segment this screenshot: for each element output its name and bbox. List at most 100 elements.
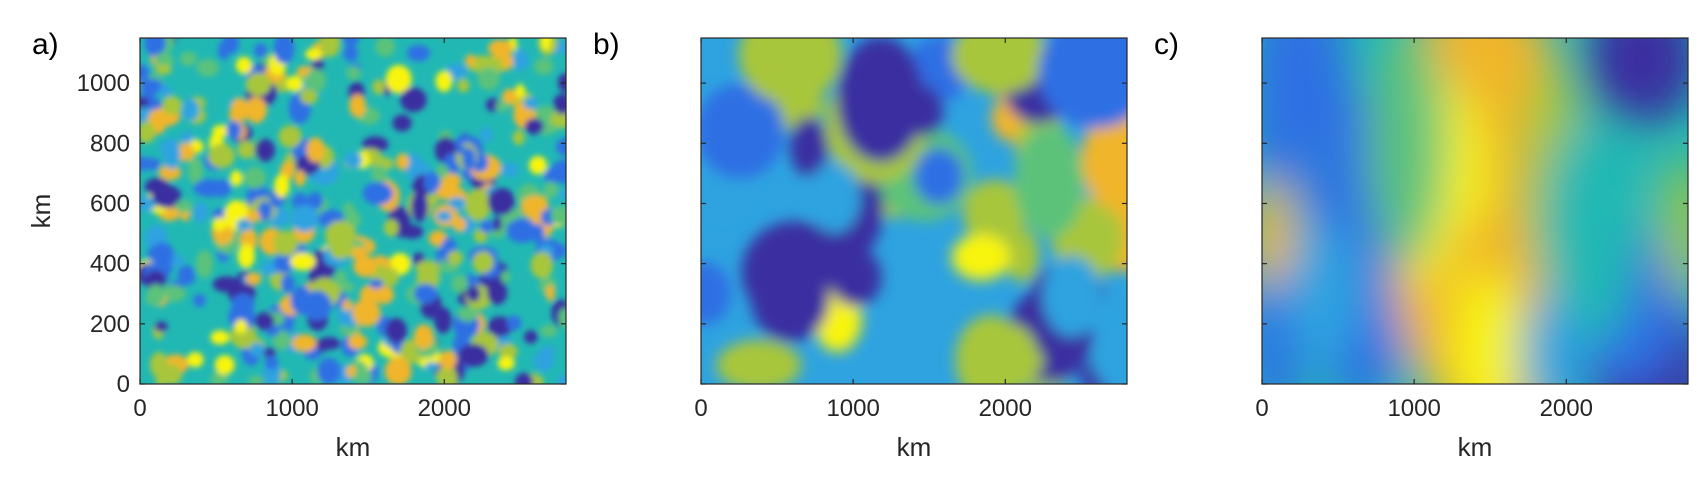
x-tick-label: 0 [694,395,707,422]
heatmap-field [701,38,1127,384]
field-feature [140,78,163,94]
field-feature [500,162,519,177]
field-feature [264,355,278,370]
field-feature [414,283,438,304]
field-feature [214,355,235,375]
field-feature [302,290,332,321]
field-feature [272,330,291,351]
field-feature [1004,229,1040,283]
field-feature [226,120,242,140]
field-feature [520,195,549,220]
field-feature [457,78,470,93]
field-feature [245,72,271,97]
field-feature [456,306,479,322]
field-feature [150,242,174,267]
panel-1: 0 1000 2000 0 200 400 600 800 1000 km km a) [26,28,567,462]
field-feature [477,67,500,91]
field-feature [808,162,861,233]
field-feature [352,299,381,327]
field-feature [336,281,355,293]
field-feature [963,179,1026,247]
field-feature [479,220,494,234]
field-feature [347,333,368,350]
field-feature [425,362,439,371]
field-feature [472,251,494,274]
field-feature [257,201,273,221]
field-feature [223,38,239,55]
field-feature [1038,38,1127,129]
field-feature [248,375,265,384]
field-feature [305,68,326,93]
x-tick-label: 0 [1255,395,1268,422]
field-feature [254,138,275,162]
field-feature [372,79,386,95]
field-feature [334,270,347,283]
field-feature [237,244,255,269]
field-feature [465,188,491,221]
field-feature [346,66,361,80]
field-feature [154,64,172,75]
field-feature [550,159,566,184]
field-feature [829,247,882,307]
field-feature [443,374,458,384]
field-feature [154,321,168,332]
field-feature [514,372,534,384]
field-feature [906,86,944,137]
field-feature [524,118,544,135]
field-feature [371,164,388,184]
field-feature [144,177,170,196]
field-feature [158,164,182,181]
field-feature [436,210,452,222]
x-tick-label: 1000 [265,395,318,422]
field-feature [146,284,166,307]
field-feature [399,224,424,239]
heatmap-blobs [701,38,1127,384]
panel-label: a) [32,28,59,61]
field-feature [716,339,802,384]
field-feature [448,197,466,210]
field-feature [210,330,230,345]
field-feature [558,307,566,328]
field-feature [1014,125,1085,238]
field-feature [556,137,566,156]
field-feature [789,116,829,177]
field-feature [179,274,195,285]
heatmap-blobs [1262,38,1688,384]
field-feature [435,70,453,92]
field-feature [545,284,556,302]
field-feature [533,350,554,372]
field-feature [291,334,317,352]
field-feature [487,316,513,337]
panel-label: b) [593,28,620,61]
field-feature [540,324,558,338]
field-feature [435,164,449,178]
field-feature [234,319,248,334]
field-feature [447,250,463,266]
field-feature [375,38,396,57]
field-feature [230,170,243,187]
field-feature [289,252,316,271]
field-feature [1366,38,1447,264]
field-feature [1520,293,1582,384]
field-feature [144,158,161,170]
field-feature [439,350,457,370]
field-feature [193,202,209,223]
field-feature [193,294,206,307]
field-feature [343,202,355,214]
field-feature [349,94,366,118]
field-feature [1262,38,1311,204]
field-feature [528,155,548,175]
field-feature [353,255,377,278]
field-feature [1584,38,1688,126]
field-feature [534,57,554,75]
field-feature [306,137,325,163]
field-feature [179,51,197,66]
field-feature [196,58,219,77]
field-feature [286,75,304,92]
field-feature [550,110,566,129]
field-feature [501,88,519,105]
axes-frame [139,37,567,385]
field-feature [553,93,566,115]
field-feature [400,87,427,113]
field-feature [512,130,525,146]
